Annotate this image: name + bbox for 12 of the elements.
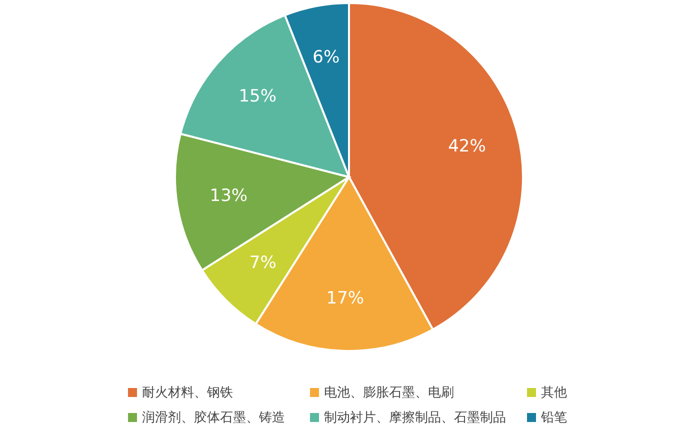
data-label: 13% bbox=[210, 186, 248, 206]
data-label: 6% bbox=[312, 47, 340, 68]
legend-label: 润滑剂、胶体石墨、铸造 bbox=[142, 410, 285, 426]
legend-label: 制动衬片、摩擦制品、石墨制品 bbox=[324, 410, 506, 426]
data-label: 42% bbox=[448, 136, 486, 157]
data-label: 17% bbox=[326, 288, 364, 309]
data-label: 7% bbox=[249, 253, 276, 274]
data-label: 15% bbox=[238, 86, 277, 106]
legend-label: 其他 bbox=[541, 386, 567, 400]
legend-label: 耐火材料、钢铁 bbox=[142, 386, 233, 400]
legend-label: 电池、膨胀石墨、电刷 bbox=[324, 386, 454, 400]
legend-label: 铅笔 bbox=[540, 410, 567, 426]
